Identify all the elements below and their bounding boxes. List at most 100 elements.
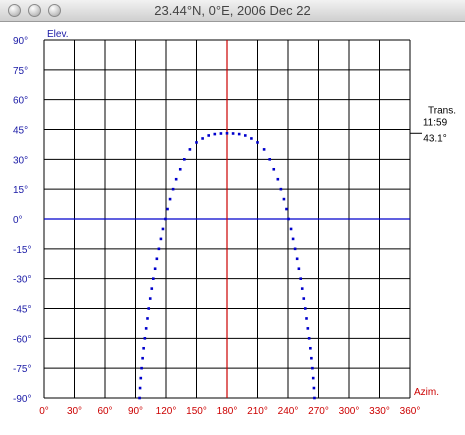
sun-path-point	[262, 148, 266, 151]
sun-path-point	[144, 327, 148, 330]
sun-path-point	[151, 277, 155, 280]
sun-path-series	[138, 131, 316, 400]
sun-path-point	[285, 207, 288, 211]
sun-path-point	[141, 356, 144, 360]
y-tick-label: 60°	[13, 96, 28, 107]
sun-path-chart: 90° 75° 60° 45° 30° 15° 0° -15° -30° -45° -60° -75°…	[0, 22, 465, 435]
x-tick-label: 210°	[247, 406, 268, 417]
sun-path-point	[183, 158, 186, 161]
sun-path-point	[213, 132, 217, 136]
sun-path-point	[168, 197, 172, 201]
sun-path-point	[231, 132, 235, 135]
sun-path-point	[297, 267, 301, 271]
sun-path-point	[174, 177, 178, 181]
y-tick-label: -15°	[13, 245, 31, 256]
transit-time: 11:59	[423, 117, 448, 128]
x-tick-label: 30°	[67, 406, 82, 417]
chart-svg: 90° 75° 60° 45° 30° 15° 0° -15° -30° -45° -60° -75°…	[13, 29, 456, 417]
sun-path-point	[289, 227, 293, 231]
y-tick-label: 75°	[13, 66, 28, 77]
sun-path-point	[276, 177, 280, 181]
sun-path-point	[225, 131, 229, 135]
sun-path-point	[307, 337, 311, 340]
sun-path-point	[178, 167, 182, 171]
close-button[interactable]	[8, 4, 21, 17]
transit-label: Trans.	[428, 105, 456, 116]
x-tick-label: 270°	[308, 406, 329, 417]
window-title: 23.44°N, 0°E, 2006 Dec 22	[154, 3, 311, 18]
y-tick-label: -30°	[13, 275, 31, 286]
sun-path-point	[311, 366, 314, 370]
sun-path-point	[293, 247, 297, 251]
sun-path-point	[311, 376, 315, 380]
x-tick-label: 240°	[278, 406, 299, 417]
minimize-button[interactable]	[28, 4, 41, 17]
sun-path-point	[287, 217, 290, 221]
sun-path-point	[306, 327, 310, 330]
transit-elevation: 43.1°	[423, 133, 446, 144]
reference-lines	[44, 40, 422, 398]
y-tick-label: 45°	[13, 126, 28, 137]
y-tick-label: -75°	[13, 364, 31, 375]
y-tick-label: 15°	[13, 185, 28, 196]
sun-path-point	[219, 132, 223, 135]
axis-labels: 90° 75° 60° 45° 30° 15° 0° -15° -30° -45° -60° -75°…	[13, 29, 456, 417]
y-tick-label: -45°	[13, 305, 31, 316]
sun-path-point	[299, 277, 303, 280]
x-tick-label: 150°	[186, 406, 207, 417]
sun-path-point	[143, 337, 147, 340]
x-tick-label: 90°	[128, 406, 143, 417]
sun-path-point	[164, 217, 167, 221]
sun-path-point	[300, 287, 304, 290]
x-axis-title: Azim.	[414, 387, 439, 398]
sun-path-point	[155, 257, 159, 261]
sun-path-point	[295, 257, 299, 261]
sun-path-point	[272, 167, 276, 171]
sun-path-point	[146, 317, 149, 320]
sun-path-point	[201, 137, 204, 140]
sun-path-point	[157, 247, 161, 251]
x-tick-label: 180°	[217, 406, 238, 417]
sun-path-point	[138, 396, 141, 400]
sun-path-point	[150, 287, 154, 290]
sun-path-point	[161, 227, 165, 231]
sun-path-point	[305, 317, 308, 320]
sun-path-point	[237, 132, 241, 136]
sun-path-point	[313, 396, 316, 400]
sun-path-point	[256, 141, 259, 144]
sun-path-point	[147, 307, 151, 310]
x-tick-label: 60°	[97, 406, 112, 417]
sun-path-point	[268, 158, 271, 161]
sun-path-point	[153, 267, 157, 271]
sun-path-point	[303, 307, 307, 310]
y-axis-title: Elev.	[47, 29, 69, 40]
sun-path-point	[312, 386, 316, 390]
sun-path-point	[171, 187, 175, 191]
y-tick-label: -90°	[13, 394, 31, 405]
y-tick-label: 90°	[13, 36, 28, 47]
sun-path-point	[250, 137, 253, 140]
sun-path-point	[159, 237, 163, 241]
y-tick-label: 0°	[13, 215, 23, 226]
x-tick-label: 360°	[400, 406, 421, 417]
sun-path-point	[166, 207, 169, 211]
sun-path-point	[207, 134, 210, 137]
sun-path-point	[140, 366, 143, 370]
x-tick-label: 330°	[369, 406, 390, 417]
sun-path-point	[310, 356, 313, 360]
sun-path-point	[291, 237, 295, 241]
x-tick-label: 120°	[156, 406, 177, 417]
sun-path-point	[139, 376, 143, 380]
sun-path-point	[142, 346, 145, 350]
zoom-button[interactable]	[48, 4, 61, 17]
sun-path-point	[282, 197, 286, 201]
sun-path-point	[148, 297, 152, 300]
sun-path-point	[309, 346, 312, 350]
sun-path-point	[279, 187, 283, 191]
title-bar[interactable]: 23.44°N, 0°E, 2006 Dec 22	[0, 0, 465, 22]
x-tick-label: 0°	[39, 406, 49, 417]
y-tick-label: 30°	[13, 155, 28, 166]
sun-path-point	[244, 134, 247, 137]
y-tick-label: -60°	[13, 334, 31, 345]
